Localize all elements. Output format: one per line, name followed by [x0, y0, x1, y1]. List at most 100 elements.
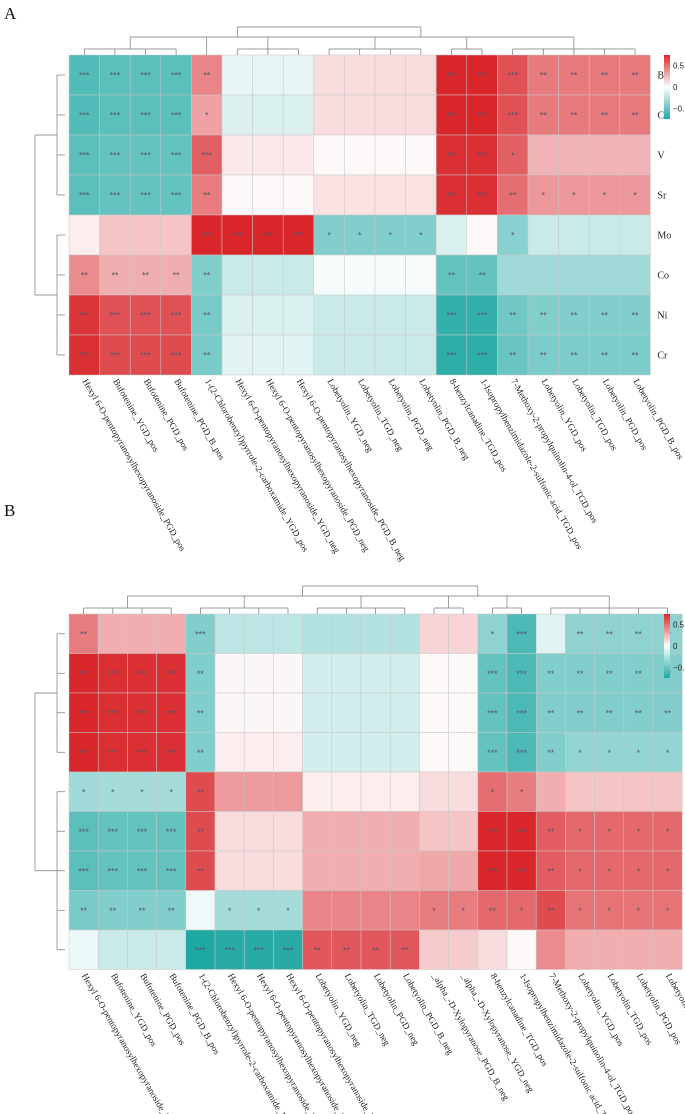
heatmap-cell — [535, 771, 566, 812]
significance-label: *** — [137, 669, 148, 679]
heatmap-cell — [252, 214, 284, 256]
significance-label: *** — [108, 866, 119, 876]
significance-label: * — [607, 748, 611, 758]
significance-label: *** — [140, 191, 151, 201]
heatmap-cell — [535, 929, 566, 970]
heatmap-cell — [156, 653, 187, 694]
heatmap-cell — [127, 850, 157, 891]
significance-label: *** — [487, 708, 498, 718]
significance-label: *** — [137, 827, 148, 837]
heatmap-cell — [389, 613, 420, 654]
significance-label: * — [637, 866, 641, 876]
significance-label: *** — [477, 311, 488, 321]
row-label: V — [657, 151, 665, 162]
heatmap-cell — [302, 692, 333, 733]
heatmap-cell — [477, 653, 508, 694]
significance-label: ** — [197, 787, 205, 797]
significance-label: ** — [664, 708, 672, 718]
column-label: Hexyl 6-O-pentopyranosylhexopyranoside_P… — [295, 377, 408, 563]
heatmap-cell — [344, 54, 376, 96]
heatmap-cell — [127, 771, 157, 812]
heatmap-cell — [331, 929, 362, 970]
heatmap-cell — [558, 94, 590, 136]
heatmap-cell — [558, 134, 590, 176]
heatmap-cell — [282, 174, 315, 216]
heatmap-cell — [99, 214, 131, 256]
heatmap-cell — [619, 134, 651, 176]
heatmap-cell — [419, 890, 449, 931]
significance-label: ** — [489, 906, 497, 916]
significance-label: * — [511, 151, 515, 161]
heatmap-cell — [185, 890, 216, 931]
heatmap-cell — [191, 94, 223, 136]
heatmap-cell — [127, 653, 157, 694]
heatmap-cell — [68, 653, 99, 694]
significance-label: ** — [168, 906, 176, 916]
heatmap-cell — [527, 294, 559, 336]
significance-label: *** — [140, 351, 151, 361]
significance-label: * — [666, 866, 670, 876]
heatmap-cell — [565, 929, 595, 970]
significance-label: * — [607, 866, 611, 876]
heatmap-cell — [97, 929, 128, 970]
heatmap-cell — [221, 334, 253, 376]
heatmap-cell — [405, 54, 437, 96]
significance-label: ** — [343, 945, 351, 955]
heatmap-cell — [68, 890, 99, 931]
significance-label: *** — [78, 866, 89, 876]
heatmap-cell — [558, 54, 590, 96]
significance-label: * — [257, 906, 261, 916]
heatmap-cell — [360, 613, 391, 654]
heatmap-cell — [160, 134, 192, 176]
heatmap-cell — [221, 174, 253, 216]
heatmap-cell — [156, 890, 187, 931]
heatmap-cell — [68, 254, 100, 296]
heatmap-cell — [652, 771, 683, 812]
significance-label: *** — [110, 151, 121, 161]
significance-label: *** — [516, 669, 527, 679]
significance-label: * — [578, 748, 582, 758]
heatmap-cell — [652, 850, 683, 891]
heatmap-cell — [221, 54, 253, 96]
heatmap-cell — [243, 850, 274, 891]
heatmap-cell — [185, 613, 216, 654]
heatmap-cell — [127, 811, 157, 852]
heatmap-cell — [497, 254, 529, 296]
heatmap-cell — [360, 732, 391, 773]
heatmap-cell — [214, 653, 245, 694]
heatmap-cell — [448, 929, 479, 970]
significance-label: *** — [79, 151, 90, 161]
significance-label: ** — [547, 748, 555, 758]
heatmap-cell — [389, 692, 420, 733]
heatmap-cell — [344, 214, 376, 256]
heatmap-cell — [419, 653, 449, 694]
heatmap-cell — [313, 174, 345, 216]
significance-label: *** — [446, 351, 457, 361]
heatmap-cell — [405, 174, 437, 216]
significance-label: ** — [509, 351, 517, 361]
heatmap-cell — [214, 811, 245, 852]
heatmap-cell — [448, 692, 479, 733]
heatmap-cell — [360, 929, 391, 970]
heatmap-cell — [374, 214, 406, 256]
heatmap-cell — [565, 613, 595, 654]
significance-label: *** — [283, 945, 294, 955]
heatmap-cell — [185, 850, 216, 891]
significance-label: ** — [80, 906, 88, 916]
significance-label: *** — [79, 111, 90, 121]
heatmap-cell — [506, 653, 537, 694]
column-label: Hexyl 6-O-pentopyranosylhexopyranoside_P… — [80, 972, 187, 1114]
significance-label: *** — [166, 827, 177, 837]
heatmap-cell — [185, 692, 216, 733]
significance-label: ** — [601, 351, 609, 361]
heatmap-cell — [160, 214, 192, 256]
heatmap-cell — [127, 929, 157, 970]
significance-label: ** — [601, 311, 609, 321]
significance-label: ** — [138, 906, 146, 916]
heatmap-cell — [477, 613, 508, 654]
significance-label: ** — [570, 111, 578, 121]
heatmap-cell — [594, 850, 625, 891]
significance-label: ** — [509, 311, 517, 321]
heatmap-cell — [619, 94, 651, 136]
